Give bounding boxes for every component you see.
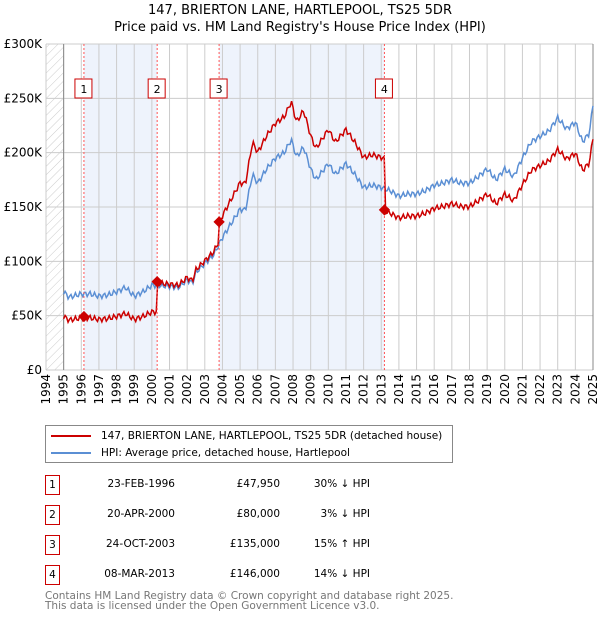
- hpi-line: [62, 105, 594, 301]
- sale-number: 3: [45, 535, 60, 555]
- legend-label-price: 147, BRIERTON LANE, HARTLEPOOL, TS25 5DR…: [101, 430, 443, 442]
- sale-date: 24-OCT-2003: [106, 538, 175, 550]
- sale-point: [378, 204, 391, 216]
- x-tick-label: 2002: [180, 374, 194, 405]
- sale-marker-label: 4: [381, 83, 388, 96]
- chart-title: 147, BRIERTON LANE, HARTLEPOOL, TS25 5DR: [148, 3, 452, 18]
- x-tick-label: 2018: [462, 374, 476, 405]
- price-paid-line: [62, 100, 594, 325]
- legend-swatch-price: [51, 435, 91, 437]
- sale-marker-box: [74, 78, 93, 99]
- x-tick-label: 1997: [92, 374, 106, 405]
- x-tick-label: 2004: [215, 374, 229, 405]
- chart-subtitle: Price paid vs. HM Land Registry's House …: [114, 20, 486, 35]
- sale-price: £146,000: [229, 568, 280, 580]
- x-tick-label: 2006: [251, 374, 265, 405]
- sale-number: 4: [45, 565, 60, 585]
- x-tick-label: 2009: [304, 374, 318, 405]
- sales-table-row: 3 24-OCT-2003 £135,000 15% ↑ HPI: [45, 535, 465, 555]
- sale-price: £80,000: [236, 508, 280, 520]
- y-tick-label: £100K: [4, 254, 44, 268]
- legend-item-price: 147, BRIERTON LANE, HARTLEPOOL, TS25 5DR…: [46, 428, 442, 444]
- legend-label-hpi: HPI: Average price, detached house, Hart…: [101, 447, 350, 459]
- sale-number: 2: [45, 505, 60, 525]
- sales-table-row: 1 23-FEB-1996 £47,950 30% ↓ HPI: [45, 475, 465, 495]
- x-tick-label: 1996: [74, 374, 88, 405]
- sale-marker-label: 1: [80, 83, 87, 96]
- x-tick-label: 2012: [357, 374, 371, 405]
- y-tick-label: £50K: [11, 309, 43, 323]
- x-tick-label: 2025: [586, 374, 600, 405]
- x-tick-label: 2024: [568, 374, 582, 405]
- x-tick-label: 1994: [39, 374, 53, 405]
- sale-point: [151, 275, 163, 288]
- sale-date: 08-MAR-2013: [104, 568, 175, 580]
- y-tick-label: £150K: [4, 200, 44, 214]
- legend-item-hpi: HPI: Average price, detached house, Hart…: [46, 445, 350, 461]
- x-tick-label: 2005: [233, 374, 247, 405]
- sale-hpi-diff: 14% ↓ HPI: [313, 568, 370, 580]
- footer-line-1: Contains HM Land Registry data © Crown c…: [45, 590, 454, 602]
- x-tick-label: 2011: [339, 374, 353, 405]
- sales-table-row: 4 08-MAR-2013 £146,000 14% ↓ HPI: [45, 565, 465, 585]
- sale-point: [213, 216, 225, 228]
- sale-marker-box: [209, 78, 228, 99]
- x-tick-label: 2021: [515, 374, 529, 405]
- x-tick-label: 2019: [480, 374, 494, 405]
- y-tick-label: £250K: [4, 91, 44, 105]
- sales-table-row: 2 20-APR-2000 £80,000 3% ↓ HPI: [45, 505, 465, 525]
- sale-hpi-diff: 15% ↑ HPI: [313, 538, 370, 550]
- x-tick-label: 2013: [374, 374, 388, 405]
- sale-number: 1: [45, 475, 60, 495]
- x-tick-label: 2003: [198, 374, 212, 405]
- sale-hpi-diff: 3% ↓ HPI: [320, 508, 370, 520]
- x-tick-label: 2022: [533, 374, 547, 405]
- sale-marker-box: [374, 78, 393, 99]
- legend: 147, BRIERTON LANE, HARTLEPOOL, TS25 5DR…: [45, 425, 453, 463]
- x-tick-label: 2015: [410, 374, 424, 405]
- x-tick-label: 2016: [427, 374, 441, 405]
- x-tick-label: 2014: [392, 374, 406, 405]
- sale-price: £135,000: [229, 538, 280, 550]
- x-tick-label: 1998: [110, 374, 124, 405]
- x-tick-label: 1999: [127, 374, 141, 405]
- x-tick-label: 2001: [163, 374, 177, 405]
- x-tick-label: 2017: [445, 374, 459, 405]
- sale-date: 20-APR-2000: [107, 508, 175, 520]
- x-tick-label: 2007: [268, 374, 282, 405]
- x-tick-label: 2023: [551, 374, 565, 405]
- sale-marker-label: 3: [216, 83, 223, 96]
- sale-marker-box: [147, 78, 166, 99]
- sale-date: 23-FEB-1996: [107, 478, 175, 490]
- x-tick-label: 2020: [498, 374, 512, 405]
- footer-line-2: This data is licensed under the Open Gov…: [45, 600, 380, 612]
- x-tick-label: 1995: [57, 374, 71, 405]
- sale-price: £47,950: [236, 478, 280, 490]
- legend-swatch-hpi: [51, 452, 91, 454]
- y-tick-label: £300K: [4, 37, 44, 51]
- y-tick-label: £0: [27, 363, 42, 377]
- price-chart: 1 2 3 4 £0 £50K £100K £150K £200K £250K £300K 1994 1…: [4, 37, 600, 405]
- y-tick-label: £200K: [4, 146, 44, 160]
- sale-hpi-diff: 30% ↓ HPI: [313, 478, 370, 490]
- sale-marker-label: 2: [154, 83, 161, 96]
- x-tick-label: 2008: [286, 374, 300, 405]
- x-tick-label: 2000: [145, 374, 159, 405]
- x-tick-label: 2010: [321, 374, 335, 405]
